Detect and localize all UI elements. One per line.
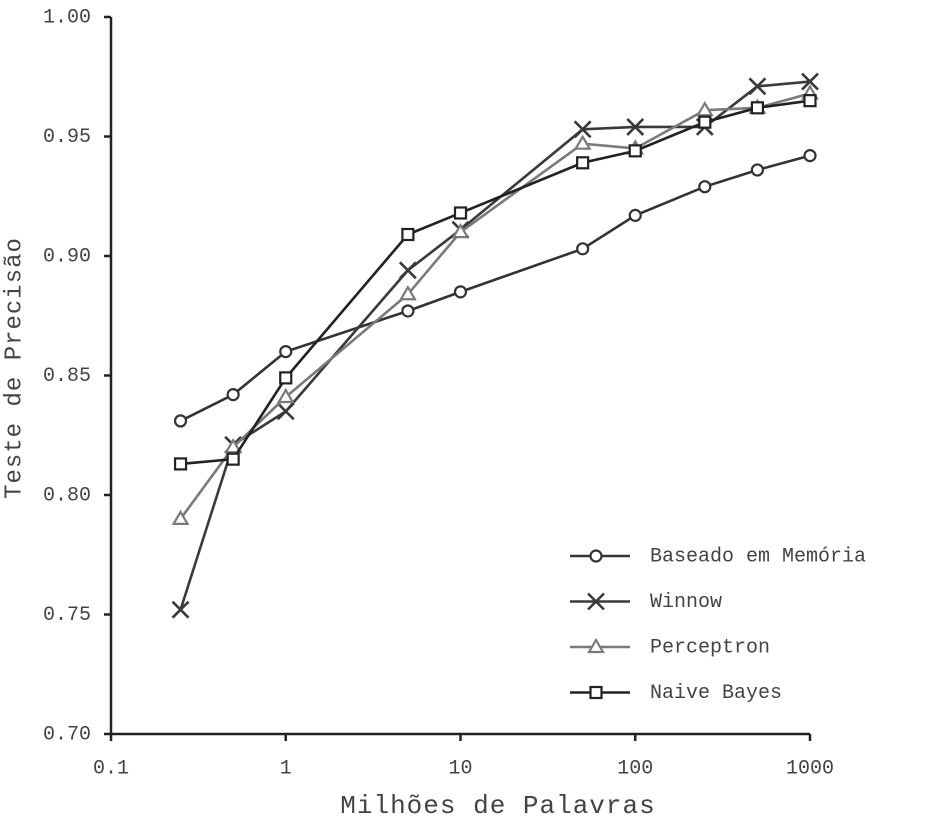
y-tick-label: 0.95 [43, 126, 91, 149]
marker [576, 156, 590, 170]
x-tick-label: 10 [448, 757, 472, 780]
marker [695, 101, 714, 117]
y-axis-label: Teste de Precisão [1, 237, 28, 499]
y-tick-label: 0.90 [43, 245, 91, 268]
series-line [179, 154, 811, 423]
marker [803, 149, 817, 163]
marker [279, 371, 293, 385]
legend-label: Baseado em Memória [650, 545, 866, 568]
marker [628, 208, 642, 222]
marker [626, 118, 645, 136]
marker [171, 600, 190, 619]
marker [173, 457, 188, 471]
marker [698, 180, 712, 194]
legend-marker [589, 549, 603, 563]
series-line [179, 80, 811, 611]
marker [451, 222, 470, 239]
marker [803, 94, 817, 108]
marker [453, 206, 468, 220]
legend-label: Perceptron [650, 636, 770, 659]
marker [628, 144, 642, 158]
x-tick-label: 0.1 [93, 757, 129, 780]
marker [224, 438, 243, 454]
legend-marker [589, 685, 603, 700]
marker [398, 285, 417, 301]
series-line [180, 99, 811, 466]
marker [401, 304, 415, 318]
x-axis-label: Milhões de Palavras [340, 791, 655, 821]
marker [398, 261, 417, 280]
marker [750, 101, 764, 115]
y-tick-label: 1.00 [43, 6, 91, 29]
marker [226, 452, 240, 466]
y-tick-label: 0.80 [43, 484, 91, 507]
legend-marker [587, 637, 605, 654]
marker [801, 72, 819, 91]
legend-label: Naive Bayes [650, 682, 782, 705]
marker [748, 77, 767, 96]
x-tick-label: 1 [280, 757, 292, 780]
legend-label: Winnow [650, 591, 722, 614]
marker [576, 242, 590, 256]
marker [276, 402, 295, 421]
marker [573, 134, 592, 150]
marker [226, 388, 240, 402]
marker [173, 414, 188, 428]
marker [750, 163, 764, 177]
x-tick-label: 100 [617, 757, 653, 780]
marker [573, 120, 592, 139]
y-tick-label: 0.75 [43, 604, 91, 627]
series-line [179, 92, 811, 520]
y-tick-label: 0.70 [43, 723, 91, 746]
marker [279, 345, 293, 359]
marker [453, 285, 468, 299]
legend-marker [587, 592, 605, 611]
marker [401, 227, 415, 242]
x-tick-label: 1000 [786, 757, 834, 780]
marker [171, 509, 190, 525]
marker [276, 387, 295, 404]
y-tick-label: 0.85 [43, 365, 91, 388]
marker [698, 115, 712, 129]
